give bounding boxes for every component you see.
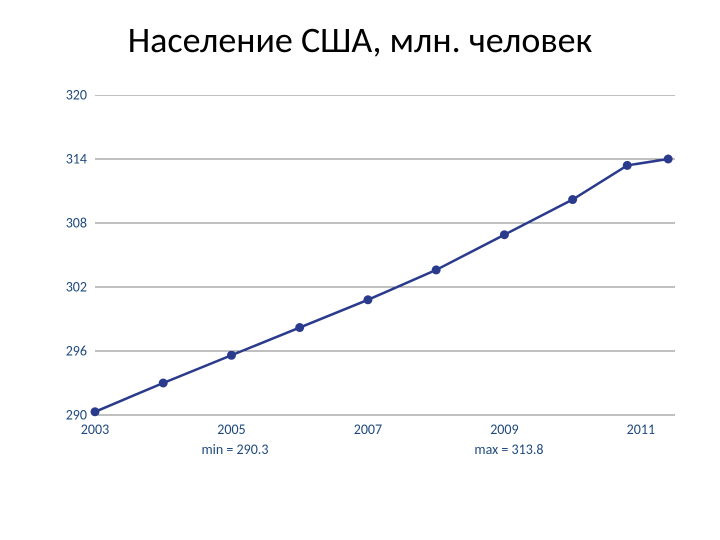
x-tick-label: 2005	[217, 421, 245, 438]
annotation-min: min = 290.3	[201, 441, 268, 458]
chart-title: Население США, млн. человек	[0, 18, 720, 62]
data-marker	[664, 155, 673, 164]
annotation-max: max = 313.8	[474, 441, 543, 458]
data-marker	[159, 379, 168, 388]
data-marker	[295, 323, 304, 332]
data-marker	[568, 195, 577, 204]
data-marker	[227, 351, 236, 360]
y-tick-label: 320	[47, 87, 87, 104]
y-tick-label: 314	[47, 151, 87, 168]
data-marker	[363, 295, 372, 304]
y-tick-label: 308	[47, 215, 87, 232]
y-tick-label: 296	[47, 343, 87, 360]
x-tick-label: 2011	[627, 421, 655, 438]
x-tick-label: 2009	[490, 421, 518, 438]
data-marker	[91, 407, 100, 416]
data-marker	[623, 161, 632, 170]
data-marker	[432, 265, 441, 274]
y-tick-label: 302	[47, 279, 87, 296]
data-line	[95, 159, 668, 412]
x-tick-label: 2007	[354, 421, 382, 438]
x-tick-label: 2003	[81, 421, 109, 438]
data-marker	[500, 230, 509, 239]
chart-container: 290296302308314320 20032005200720092011 …	[40, 95, 680, 495]
